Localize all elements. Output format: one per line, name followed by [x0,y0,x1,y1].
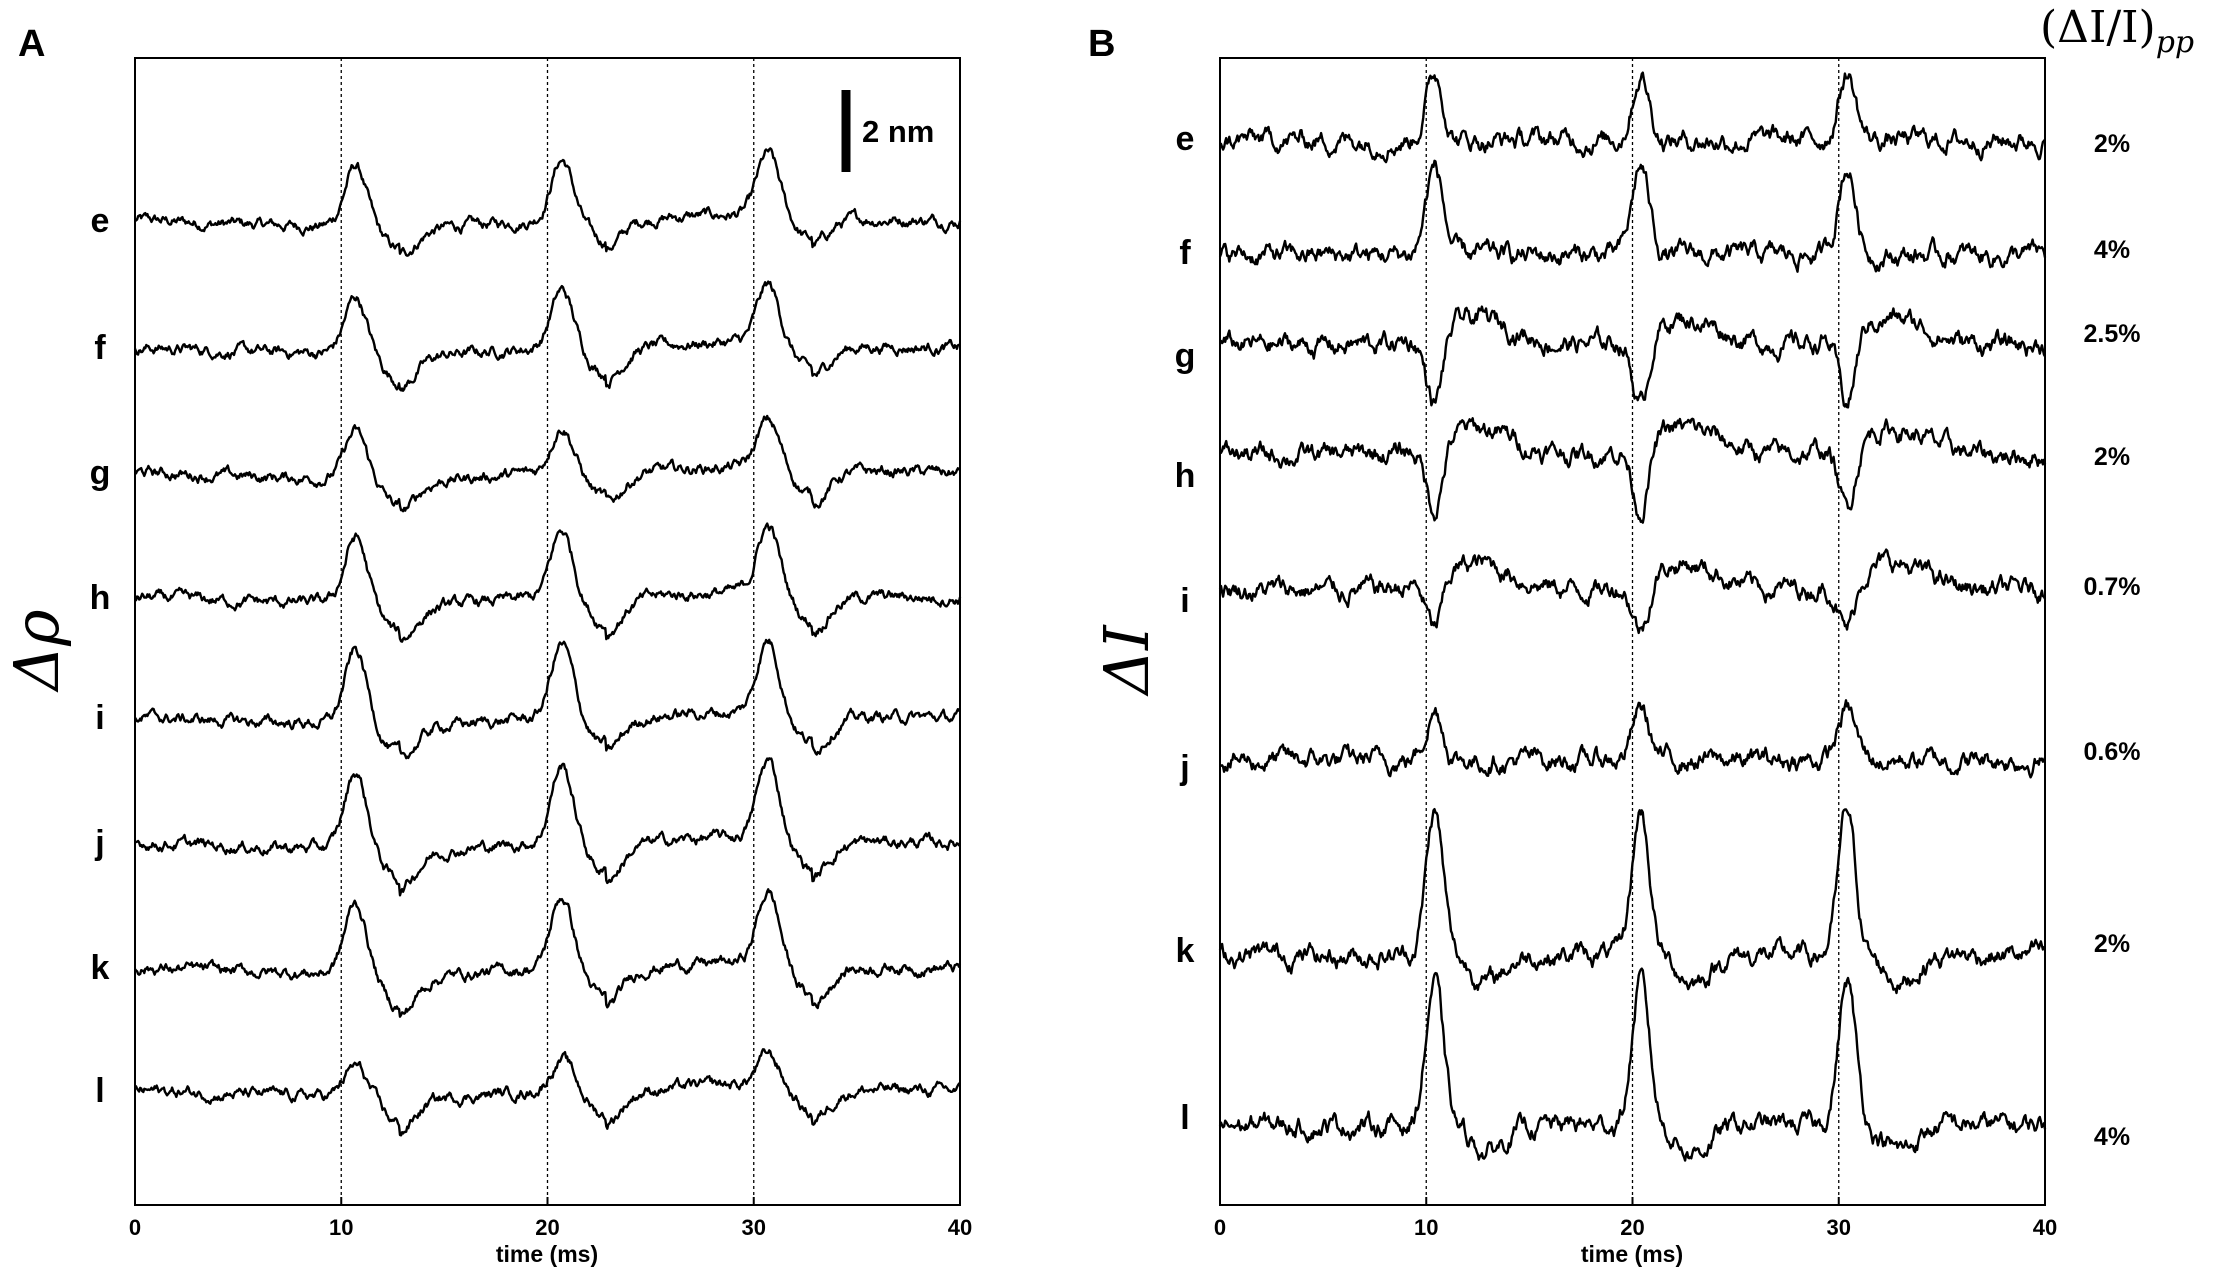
panel-a-label: A [18,23,45,65]
trace-e [133,147,962,257]
row-label-i: i [1180,582,1189,620]
x-tick-label: 40 [948,1215,972,1240]
amplitude-label-h: 2% [2094,443,2130,471]
trace-j [134,757,961,897]
panel-a: A Δρ e f g h i j k l 0 10 20 30 40 time (ms) 2 nm [0,23,972,1267]
x-tick-label: 10 [329,1215,353,1240]
trace-k [134,888,962,1018]
amplitude-label-i: 0.7% [2084,573,2141,601]
panel-b-markers [1425,58,1840,1205]
row-label-f: f [1179,234,1191,272]
panel-a-traces [133,147,962,1137]
amplitude-label-k: 2% [2094,930,2130,958]
row-label-g: g [1175,337,1196,375]
row-label-l: l [95,1072,104,1110]
row-label-k: k [91,949,110,987]
row-label-h: h [1175,457,1196,495]
x-tick-label: 30 [742,1215,766,1240]
trace-g [1219,305,2047,409]
x-tick-label: 20 [1620,1215,1644,1240]
panel-a-xlabel: time (ms) [496,1241,598,1267]
row-label-e: e [1176,120,1195,158]
amplitude-label-l: 4% [2094,1123,2130,1151]
row-label-l: l [1180,1099,1189,1137]
trace-i [133,638,962,760]
row-label-f: f [94,329,106,367]
panel-b-xlabel: time (ms) [1581,1241,1683,1267]
trace-l [133,1048,961,1137]
trace-j [1219,699,2047,779]
trace-f [1218,159,2047,273]
row-label-g: g [90,454,111,492]
panel-a-x-ticks: 0 10 20 30 40 [129,1197,972,1240]
panel-b: B ΔI e f g h i j k l 2% 4% 2.5% 2% 0.7% 0.6% 2% 4% 0 10… [1088,2,2194,1267]
right-header-main: (ΔI/I) [2040,2,2156,53]
row-label-h: h [90,579,111,617]
panel-b-right-header: (ΔI/I)pp [2040,2,2194,60]
trace-g [134,414,961,513]
panel-a-markers [340,58,755,1205]
trace-i [1218,548,2047,635]
amplitude-label-e: 2% [2094,130,2130,158]
trace-h [134,522,962,643]
panel-b-label: B [1088,23,1115,65]
panel-b-x-ticks: 0 10 20 30 40 [1214,1197,2057,1240]
x-tick-label: 20 [535,1215,559,1240]
trace-f [133,280,961,392]
x-tick-label: 0 [1214,1215,1226,1240]
x-tick-label: 40 [2033,1215,2057,1240]
panel-a-row-labels: e f g h i j k l [90,202,111,1110]
panel-a-ylabel: Δρ [0,609,73,692]
panel-b-row-labels: e f g h i j k l [1175,120,1196,1137]
row-label-j: j [94,824,104,862]
x-tick-label: 0 [129,1215,141,1240]
amplitude-label-g: 2.5% [2084,320,2141,348]
x-tick-label: 30 [1827,1215,1851,1240]
right-header-subscript: pp [2156,25,2194,60]
trace-l [1218,967,2047,1162]
row-label-k: k [1176,932,1195,970]
trace-k [1218,808,2046,995]
scale-bar-label: 2 nm [862,114,934,149]
panel-b-amplitudes: 2% 4% 2.5% 2% 0.7% 0.6% 2% 4% [2084,130,2141,1151]
row-label-i: i [95,699,104,737]
panel-b-ylabel: ΔI [1090,624,1163,697]
amplitude-label-j: 0.6% [2084,738,2141,766]
row-label-j: j [1179,749,1189,787]
x-tick-label: 10 [1414,1215,1438,1240]
row-label-e: e [91,202,110,240]
trace-e [1219,71,2046,164]
trace-h [1219,417,2047,524]
panel-b-traces [1218,71,2047,1162]
amplitude-label-f: 4% [2094,236,2130,264]
